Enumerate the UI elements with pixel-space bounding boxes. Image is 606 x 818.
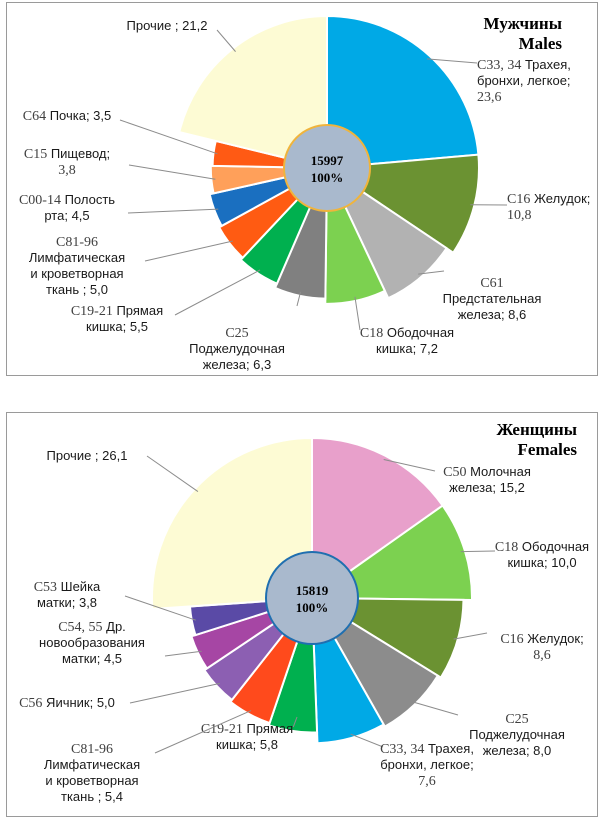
slice-label-c33-34: C33, 34 Трахея, бронхи, легкое; 23,6 [477,57,571,105]
slice-label-c18: C18 Ободочная кишка; 10,0 [495,539,589,570]
leader-line [164,650,202,657]
leader-line [418,270,445,275]
slice-label-c25: C25 Поджелудочная железа; 8,0 [469,712,565,758]
slice-label-c56: C56 Яичник; 5,0 [19,695,115,711]
slice-label-c81-96: C81-96 Лимфатическая и кроветворная ткань ;… [29,235,125,297]
slice-label-c33-34: C33, 34 Трахея, бронхи, легкое; 7,6 [380,741,474,789]
leader-line [296,291,302,307]
leader-line [383,458,436,472]
leader-line [216,29,236,52]
slice-label-c50: C50 Молочная железа; 15,2 [443,464,531,495]
females-chart-panel: 15819 100% Женщины Females C50 Молочная желез… [6,412,598,817]
slice-label-c25: C25 Поджелудочная железа; 6,3 [189,326,285,372]
slice-label-c15: C15 Пищевод; 3,8 [24,146,110,178]
pie-slice-c33-34 [326,14,480,170]
leader-line [127,208,219,214]
leader-line [426,58,478,64]
slice-label-c64: C64 Почка; 3,5 [23,108,112,124]
chart-title: Мужчины [484,14,562,33]
leader-line [146,455,199,492]
leader-line [128,164,216,180]
total-circle [283,124,371,212]
slice-label-c00-14: C00-14 Полость рта; 4,5 [19,192,115,223]
slice-label-c54-55: C54, 55 Др. новообразования матки; 4,5 [39,619,145,666]
leader-line [174,269,261,316]
leader-line [144,240,233,262]
total-percent: 100% [311,170,344,185]
pie-slice-c50 [311,436,445,600]
leader-line [129,682,221,704]
total-circle [265,551,359,645]
slice-label-c19-21: C19-21 Прямая кишка; 5,8 [201,721,293,752]
leader-line [124,595,196,621]
leader-line [354,296,361,331]
leader-line [453,632,488,640]
chart-title: Женщины [496,420,577,439]
chart-subtitle: Females [518,440,578,459]
slice-label-c81-96: C81-96 Лимфатическая и кроветворная ткань ;… [44,742,140,804]
pie-slice-прочие [151,436,313,611]
chart-subtitle: Males [519,34,563,53]
leader-line [154,710,252,754]
leader-line [119,119,218,155]
slice-label-c16: C16 Желудок; 8,6 [500,631,583,663]
males-chart-panel: 15997 100% Мужчины Males C33, 34 Трахея, брон… [6,2,598,376]
total-count: 15997 [311,153,344,168]
total-count: 15819 [296,583,329,598]
total-percent: 100% [296,600,329,615]
slice-label-прочие: Прочие ; 26,1 [47,448,128,463]
leader-line [350,733,384,748]
slice-label-c19-21: C19-21 Прямая кишка; 5,5 [71,303,163,334]
pie-slice-c61 [324,165,448,300]
leader-line [460,550,496,553]
slice-label-c16: C16 Желудок; 10,8 [507,191,590,223]
slice-label-c53: C53 Шейка матки; 3,8 [34,579,101,610]
slice-label-прочие: Прочие ; 21,2 [127,18,208,33]
slice-label-c18: C18 Ободочная кишка; 7,2 [360,325,454,356]
slice-label-c61: C61 Предстательная железа; 8,6 [443,276,542,322]
leader-line [292,716,298,728]
leader-line [411,701,459,716]
